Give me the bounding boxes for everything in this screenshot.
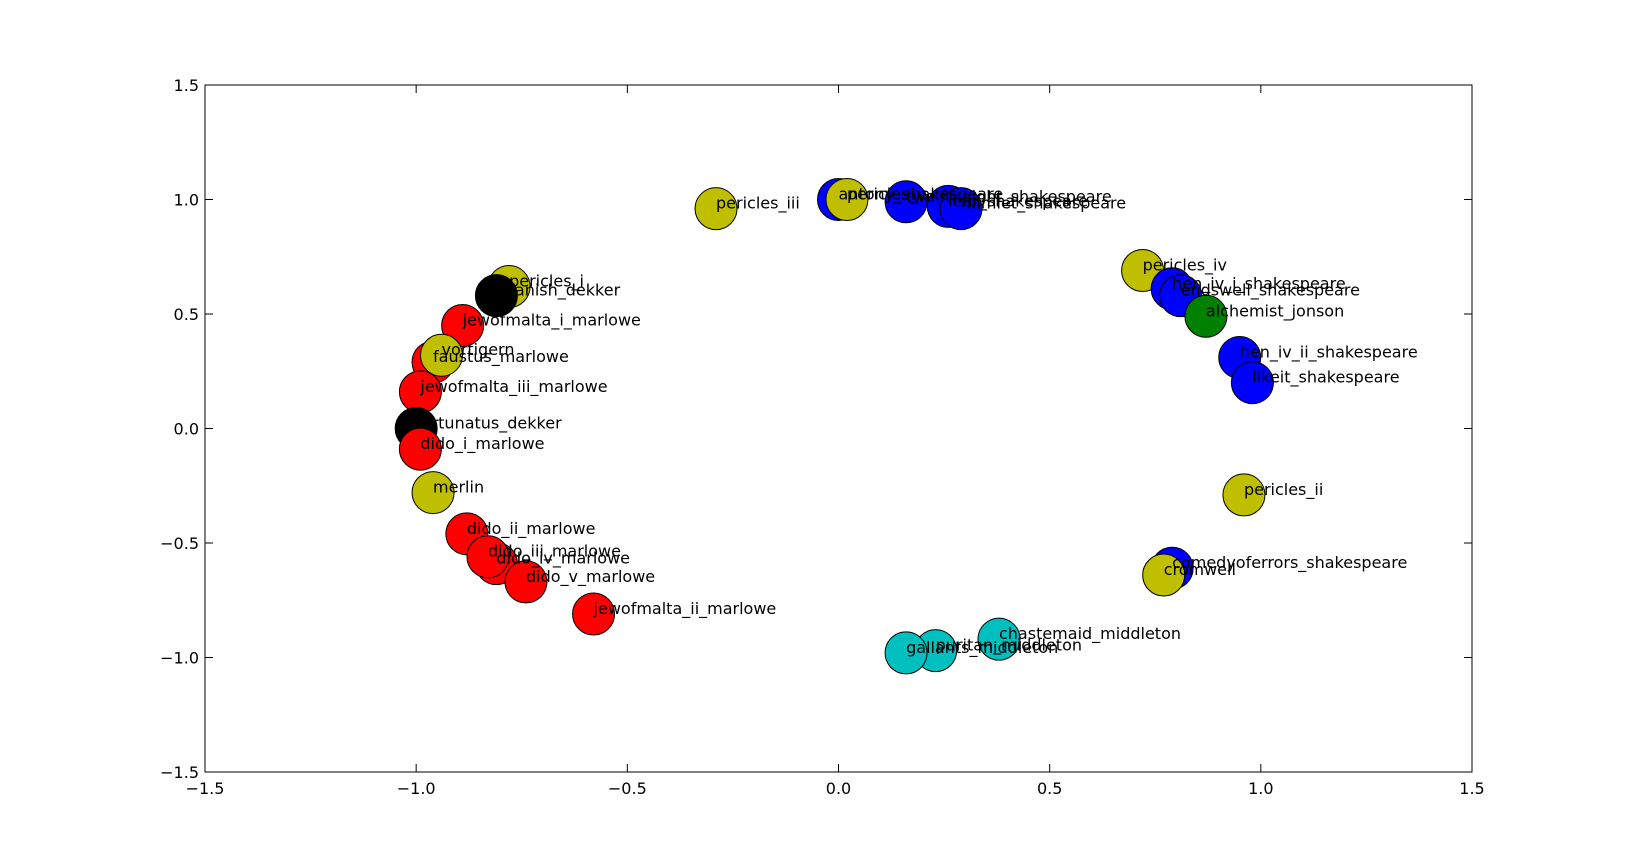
point-label: jewofmalta_i_marlowe [462, 310, 641, 330]
scatter-point-pericles-v [825, 178, 869, 221]
y-tick-label: −0.5 [160, 534, 199, 553]
y-tick-label: 0.0 [174, 420, 199, 439]
scatter-point-jewofmalta-ii-marlowe [572, 592, 616, 636]
x-tick-label: −1.5 [186, 779, 225, 798]
scatter-point-chastemaid-middleton [977, 617, 1021, 661]
point-label: jewofmalta_ii_marlowe [593, 599, 777, 619]
scatter-point-spanish-dekker [474, 274, 518, 318]
point-label: pericles_ii [1244, 480, 1323, 500]
scatter-point-pericles-iii [694, 187, 738, 231]
scatter-point-alchemist-jonson [1184, 294, 1228, 338]
y-tick-label: 1.0 [174, 191, 199, 210]
scatter-point-pericles-ii [1222, 473, 1266, 517]
point-label: pericles_i [509, 272, 584, 292]
point-label: dido_ii_marlowe [467, 519, 596, 539]
point-label: alchemist_jonson [1206, 301, 1344, 321]
scatter-point-vortigern [420, 333, 464, 377]
point-label: chastemaid_middleton [999, 624, 1181, 644]
scatter-point-cromwell [1142, 553, 1186, 597]
scatter-point-merlin [411, 471, 455, 515]
point-label: spanish_dekker [496, 281, 620, 301]
point-label: gallants_middleton [906, 638, 1058, 658]
point-label: dido_i_marlowe [420, 434, 544, 454]
x-tick-label: 0.5 [1037, 779, 1062, 798]
point-label: pericles_iii [716, 194, 800, 214]
y-tick-label: −1.0 [160, 649, 199, 668]
point-label: antony_shakespeare [839, 185, 1004, 205]
point-label: hen_iv_i_shakespeare [1172, 274, 1346, 294]
point-label: dido_v_marlowe [526, 567, 655, 587]
x-tick-label: 1.5 [1459, 779, 1484, 798]
point-label: hamlet_shakespeare [961, 194, 1126, 214]
x-tick-label: 0.0 [826, 779, 851, 798]
point-label: faustus_marlowe [433, 347, 569, 367]
scatter-point-dido-i-marlowe [398, 427, 442, 471]
scatter-point-jewofmalta-i-marlowe [441, 303, 485, 347]
point-label: pericles_v [847, 185, 927, 205]
scatter-point-likeit-shakespeare [1230, 361, 1274, 405]
point-label: likeit_shakespeare [1252, 368, 1399, 388]
point-label: jewofmalta_iii_marlowe [419, 377, 607, 397]
scatter-point-twelfthnight-shakespeare [884, 180, 928, 224]
point-label: puritan_middleton [936, 636, 1082, 656]
scatter-point-hamlet-shakespeare [939, 187, 983, 231]
point-label: lear_shakespeare [948, 191, 1088, 211]
point-label: cromwell [1164, 560, 1236, 579]
x-tick-label: −1.0 [397, 779, 436, 798]
x-tick-label: 1.0 [1248, 779, 1273, 798]
point-label: hen_iv_ii_shakespeare [1240, 343, 1418, 363]
point-label: vortigern [442, 340, 515, 359]
ticks-layer: −1.5 −1.0 −0.5 0.0 0.5 1.0 1.5 −1.5 −1.0 −0.5 0.0 0… [160, 76, 1485, 798]
points-layer [394, 178, 1274, 675]
plot-frame [204, 84, 1473, 773]
scatter-point-dido-iii-marlowe [466, 535, 510, 579]
point-label: merlin [433, 478, 484, 497]
point-label: fortunatus_dekker [416, 414, 562, 434]
point-label: endswell_shakespeare [1181, 281, 1360, 301]
point-label: dido_iv_marlowe [496, 549, 630, 569]
point-label: twelfthnight_shakespeare [906, 187, 1112, 207]
y-tick-label: 0.5 [174, 305, 199, 324]
x-tick-label: −0.5 [608, 779, 647, 798]
y-tick-label: 1.5 [174, 76, 199, 95]
y-tick-label: −1.5 [160, 763, 199, 782]
point-label: dido_iii_marlowe [488, 542, 621, 562]
point-label: comedyoferrors_shakespeare [1172, 553, 1407, 573]
point-label: pericles_iv [1143, 255, 1227, 275]
scatter-point-dido-v-marlowe [504, 560, 548, 604]
scatter-point-gallants-middleton [884, 631, 928, 675]
